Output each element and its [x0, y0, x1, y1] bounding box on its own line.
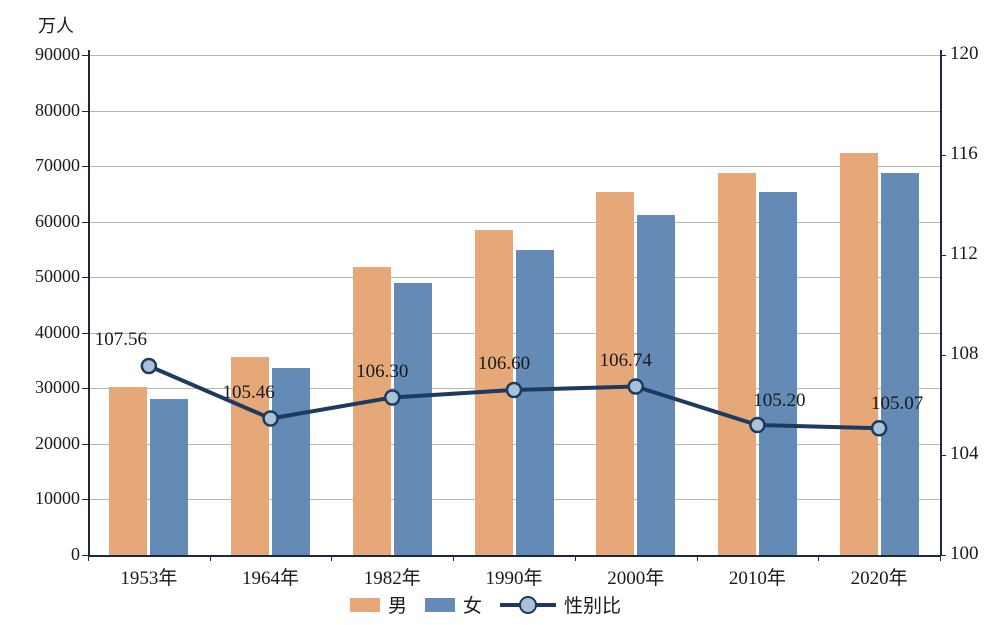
x-axis-tick	[453, 555, 454, 561]
x-tick-label: 1964年	[242, 563, 299, 590]
bar-女	[394, 283, 432, 555]
bar-男	[840, 153, 878, 555]
y2-tick-label: 100	[950, 543, 979, 565]
y1-tick-label: 90000	[10, 44, 80, 65]
ratio-data-label: 106.30	[356, 361, 408, 383]
gridline	[88, 222, 940, 223]
axis-line	[88, 50, 90, 555]
bar-女	[881, 173, 919, 555]
gridline	[88, 444, 940, 445]
ratio-data-label: 106.74	[600, 350, 652, 372]
y1-tick-label: 10000	[10, 488, 80, 509]
y1-tick-label: 60000	[10, 211, 80, 232]
legend-label: 男	[388, 591, 407, 618]
bar-男	[353, 267, 391, 555]
x-tick-label: 1953年	[120, 563, 177, 590]
legend-row: 男 女 性别比	[350, 591, 621, 618]
x-axis-tick	[210, 555, 211, 561]
y2-tick-label: 120	[950, 43, 979, 65]
bar-女	[150, 399, 188, 555]
legend-line-icon	[500, 598, 556, 612]
bar-男	[109, 387, 147, 555]
x-tick-label: 2000年	[607, 563, 664, 590]
gridline	[88, 55, 940, 56]
ratio-data-label: 107.56	[95, 329, 147, 351]
bar-女	[272, 368, 310, 555]
y1-tick-label: 40000	[10, 322, 80, 343]
y2-tick-label: 108	[950, 343, 979, 365]
legend-item: 男	[350, 591, 407, 618]
x-axis-tick	[697, 555, 698, 561]
x-tick-label: 2010年	[729, 563, 786, 590]
gridline	[88, 111, 940, 112]
x-tick-label: 1982年	[364, 563, 421, 590]
legend-swatch	[425, 598, 455, 612]
axis-line	[940, 50, 942, 555]
gridline	[88, 388, 940, 389]
x-tick-label: 1990年	[485, 563, 542, 590]
gridline	[88, 333, 940, 334]
legend-swatch	[350, 598, 380, 612]
axis-line	[88, 555, 940, 557]
gridline	[88, 499, 940, 500]
x-axis-tick	[88, 555, 89, 561]
gridline	[88, 166, 940, 167]
legend-label: 女	[463, 591, 482, 618]
y1-tick-label: 30000	[10, 377, 80, 398]
bar-男	[718, 173, 756, 555]
chart-root: 万人 男女性别比 0100002000030000400005000060000…	[0, 0, 1000, 625]
gridline	[88, 277, 940, 278]
bar-男	[475, 230, 513, 555]
x-axis-tick	[575, 555, 576, 561]
y1-tick-label: 70000	[10, 155, 80, 176]
y1-tick-label: 50000	[10, 266, 80, 287]
ratio-data-label: 105.46	[222, 382, 274, 404]
y1-tick-label: 0	[10, 544, 80, 565]
ratio-data-label: 105.20	[753, 390, 805, 412]
bar-女	[759, 192, 797, 555]
legend-label: 性别比	[564, 591, 621, 618]
bar-女	[637, 215, 675, 555]
y2-tick-label: 116	[950, 143, 978, 165]
legend-item: 性别比	[500, 591, 621, 618]
ratio-data-label: 106.60	[478, 353, 530, 375]
y2-tick-label: 112	[950, 243, 978, 265]
x-axis-tick	[331, 555, 332, 561]
x-axis-tick	[818, 555, 819, 561]
bar-男	[596, 192, 634, 555]
bar-女	[516, 250, 554, 555]
y2-tick-label: 104	[950, 443, 979, 465]
legend-item: 女	[425, 591, 482, 618]
y1-tick-label: 20000	[10, 433, 80, 454]
x-axis-tick	[940, 555, 941, 561]
x-tick-label: 2020年	[851, 563, 908, 590]
ratio-data-label: 105.07	[871, 393, 923, 415]
y1-tick-label: 80000	[10, 100, 80, 121]
